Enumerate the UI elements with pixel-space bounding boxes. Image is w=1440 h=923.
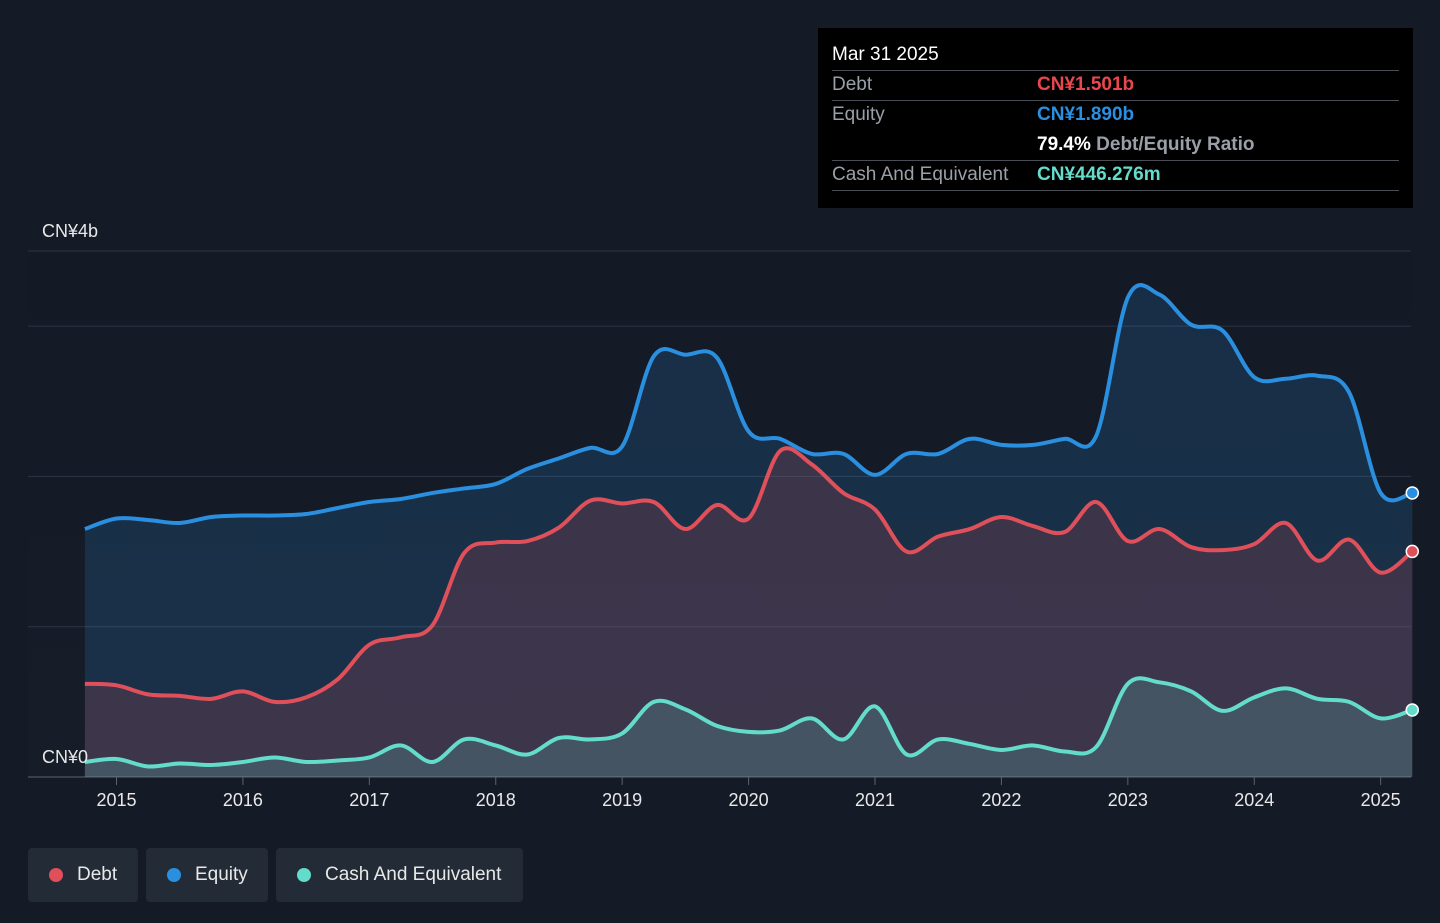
- tooltip-date: Mar 31 2025: [832, 40, 1399, 71]
- tooltip-value: 79.4% Debt/Equity Ratio: [1037, 130, 1255, 160]
- x-tick-label: 2023: [1108, 790, 1148, 810]
- tooltip-value: CN¥1.890b: [1037, 100, 1134, 130]
- legend-label: Cash And Equivalent: [325, 864, 501, 885]
- x-tick-label: 2020: [729, 790, 769, 810]
- legend-item[interactable]: Equity: [146, 848, 268, 902]
- legend-swatch: [49, 868, 63, 882]
- x-tick-label: 2015: [96, 790, 136, 810]
- x-tick-label: 2017: [349, 790, 389, 810]
- legend-item[interactable]: Debt: [28, 848, 138, 902]
- tooltip-label: Debt: [832, 70, 872, 100]
- tooltip-value: CN¥446.276m: [1037, 160, 1161, 190]
- tooltip-label: Cash And Equivalent: [832, 160, 1008, 190]
- end-point: [1406, 704, 1418, 716]
- end-point: [1406, 545, 1418, 557]
- tooltip-row: Cash And Equivalent CN¥446.276m: [832, 160, 1399, 191]
- x-tick-label: 2019: [602, 790, 642, 810]
- x-tick-label: 2018: [476, 790, 516, 810]
- legend-swatch: [297, 868, 311, 882]
- legend-label: Debt: [77, 864, 117, 885]
- x-tick-label: 2022: [981, 790, 1021, 810]
- end-point: [1406, 487, 1418, 499]
- legend-label: Equity: [195, 864, 248, 885]
- x-tick-label: 2025: [1361, 790, 1401, 810]
- y-tick-label: CN¥0: [42, 747, 88, 767]
- tooltip-row: Debt CN¥1.501b: [832, 70, 1399, 101]
- x-tick-label: 2016: [223, 790, 263, 810]
- legend-swatch: [167, 868, 181, 882]
- legend-item[interactable]: Cash And Equivalent: [276, 848, 523, 902]
- tooltip-value: CN¥1.501b: [1037, 70, 1134, 100]
- ratio-note: Debt/Equity Ratio: [1096, 134, 1254, 155]
- tooltip-label: Equity: [832, 100, 885, 130]
- tooltip: Mar 31 2025 Debt CN¥1.501b Equity CN¥1.8…: [818, 28, 1413, 208]
- x-tick-label: 2024: [1234, 790, 1274, 810]
- ratio: 79.4%: [1037, 134, 1091, 155]
- x-tick-label: 2021: [855, 790, 895, 810]
- tooltip-row: Equity CN¥1.890b: [832, 100, 1399, 130]
- y-tick-label: CN¥4b: [42, 221, 98, 241]
- tooltip-row: 79.4% Debt/Equity Ratio: [832, 130, 1399, 161]
